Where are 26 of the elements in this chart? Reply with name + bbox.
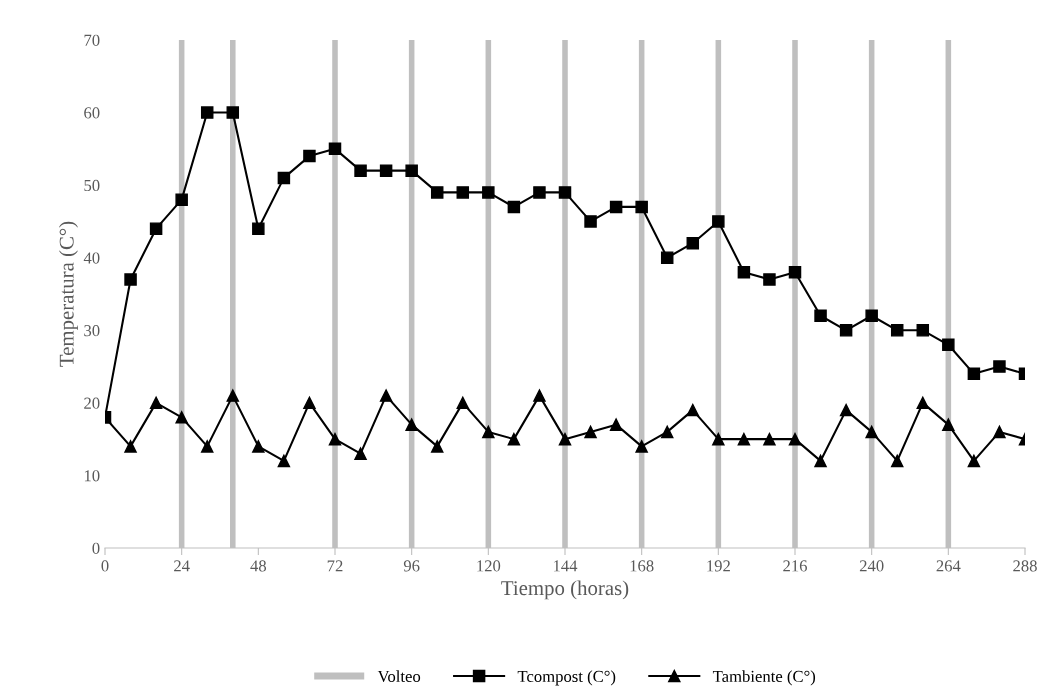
y-tick-label: 30: [84, 324, 100, 337]
x-tick-label: 168: [630, 560, 654, 572]
legend-label: Tambiente (C°): [712, 670, 816, 686]
x-tick-label: 120: [477, 560, 501, 572]
x-tick-label: 192: [707, 560, 730, 572]
y-tick-label: 70: [84, 34, 100, 46]
legend-label: Tcompost (C°): [517, 670, 616, 686]
x-tick-label: 288: [1013, 560, 1037, 572]
x-tick-label: 264: [936, 560, 961, 572]
x-tick-label: 72: [327, 560, 343, 572]
y-tick-label: 20: [84, 397, 100, 409]
y-tick-label: 50: [84, 179, 100, 192]
y-tick-label: 0: [92, 542, 100, 554]
x-tick-label: 240: [859, 560, 884, 572]
x-tick-label: 48: [250, 560, 267, 572]
x-tick-label: 24: [174, 560, 190, 572]
y-tick-label: 10: [84, 470, 100, 482]
y-tick-label: 60: [84, 107, 100, 119]
y-axis-title: Temperatura (C°): [59, 221, 78, 367]
x-tick-label: 0: [101, 560, 109, 572]
legend-label: Volteo: [377, 670, 421, 683]
x-tick-label: 96: [403, 560, 420, 572]
x-tick-label: 144: [553, 560, 578, 572]
x-tick-label: 216: [783, 560, 807, 572]
y-tick-label: 40: [83, 252, 100, 264]
x-axis-title: Tiempo (horas): [501, 580, 629, 600]
